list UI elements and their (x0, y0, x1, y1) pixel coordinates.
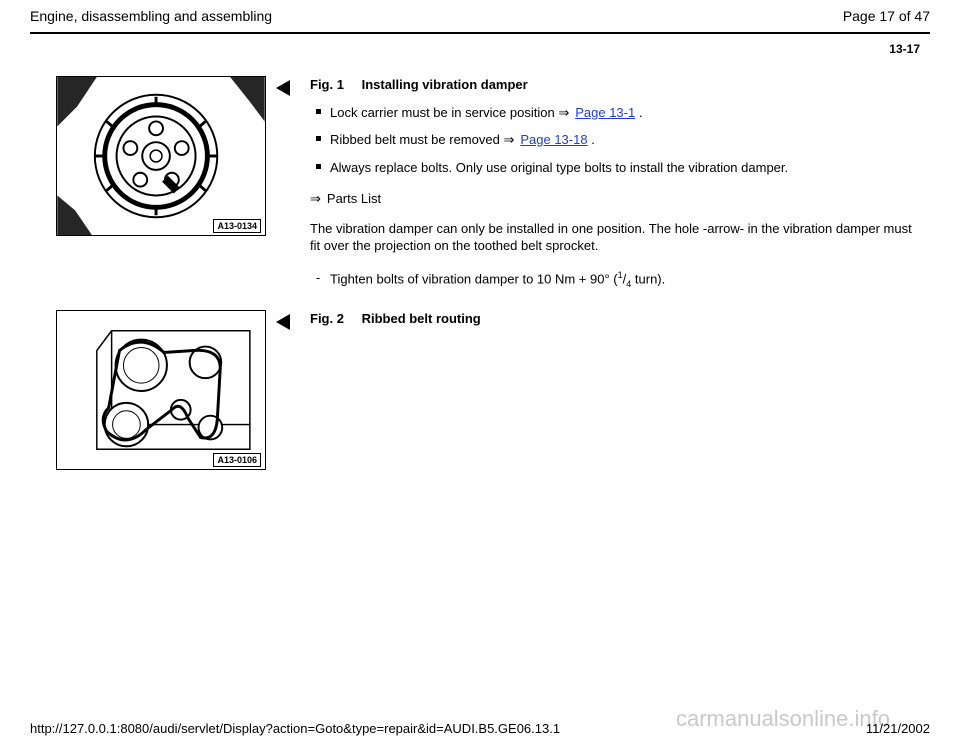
header-divider (30, 32, 930, 34)
tighten-close: turn). (631, 271, 665, 286)
fig2-image: A13-0106 (56, 310, 266, 470)
fig1-dash-list: Tighten bolts of vibration damper to 10 … (310, 269, 920, 290)
parts-list-text: Parts List (327, 191, 381, 206)
arrow-icon (310, 191, 327, 206)
parts-list-line: Parts List (310, 190, 920, 208)
fig2-title-text: Ribbed belt routing (362, 311, 481, 326)
page-ref: 13-17 (0, 42, 960, 56)
fig1-b1-post: . (635, 105, 642, 120)
fig2-label: Fig. 2 (310, 311, 344, 326)
fig1-image-code: A13-0134 (213, 219, 261, 233)
fig1-bullet-3: Always replace bolts. Only use original … (316, 159, 920, 177)
fig1-body: The vibration damper can only be install… (310, 220, 920, 255)
fig1-label: Fig. 1 (310, 77, 344, 92)
fig1-b1-pre: Lock carrier must be in service position (330, 105, 558, 120)
tighten-open: ( (610, 271, 618, 286)
fig2-title: Fig. 2 Ribbed belt routing (310, 310, 920, 328)
fig2-caret-icon (276, 314, 290, 330)
footer-url: http://127.0.0.1:8080/audi/servlet/Displ… (30, 721, 560, 736)
page-of: Page 17 of 47 (843, 8, 930, 24)
arrow-icon (558, 105, 575, 120)
fig1-b2-post: . (588, 132, 595, 147)
fig1-section: A13-0134 Fig. 1 Installing vibration dam… (0, 76, 960, 310)
fig1-image: A13-0134 (56, 76, 266, 236)
fig1-title-text: Installing vibration damper (362, 77, 528, 92)
fig1-b2-pre: Ribbed belt must be removed (330, 132, 503, 147)
fig1-bullet-list: Lock carrier must be in service position… (310, 104, 920, 177)
fig2-image-code: A13-0106 (213, 453, 261, 467)
tighten-pre: Tighten bolts of vibration damper to 10 … (330, 271, 604, 286)
link-page-13-18[interactable]: Page 13-18 (520, 132, 587, 147)
fig1-caret-icon (276, 80, 290, 96)
fig1-tighten: Tighten bolts of vibration damper to 10 … (316, 269, 920, 290)
fig2-section: A13-0106 Fig. 2 Ribbed belt routing (0, 310, 960, 490)
link-page-13-1[interactable]: Page 13-1 (575, 105, 635, 120)
fig1-title: Fig. 1 Installing vibration damper (310, 76, 920, 94)
arrow-icon (503, 132, 520, 147)
fig1-bullet-2: Ribbed belt must be removed Page 13-18 . (316, 131, 920, 149)
doc-title: Engine, disassembling and assembling (30, 8, 272, 24)
footer-date: 11/21/2002 (866, 721, 930, 736)
fig1-bullet-1: Lock carrier must be in service position… (316, 104, 920, 122)
